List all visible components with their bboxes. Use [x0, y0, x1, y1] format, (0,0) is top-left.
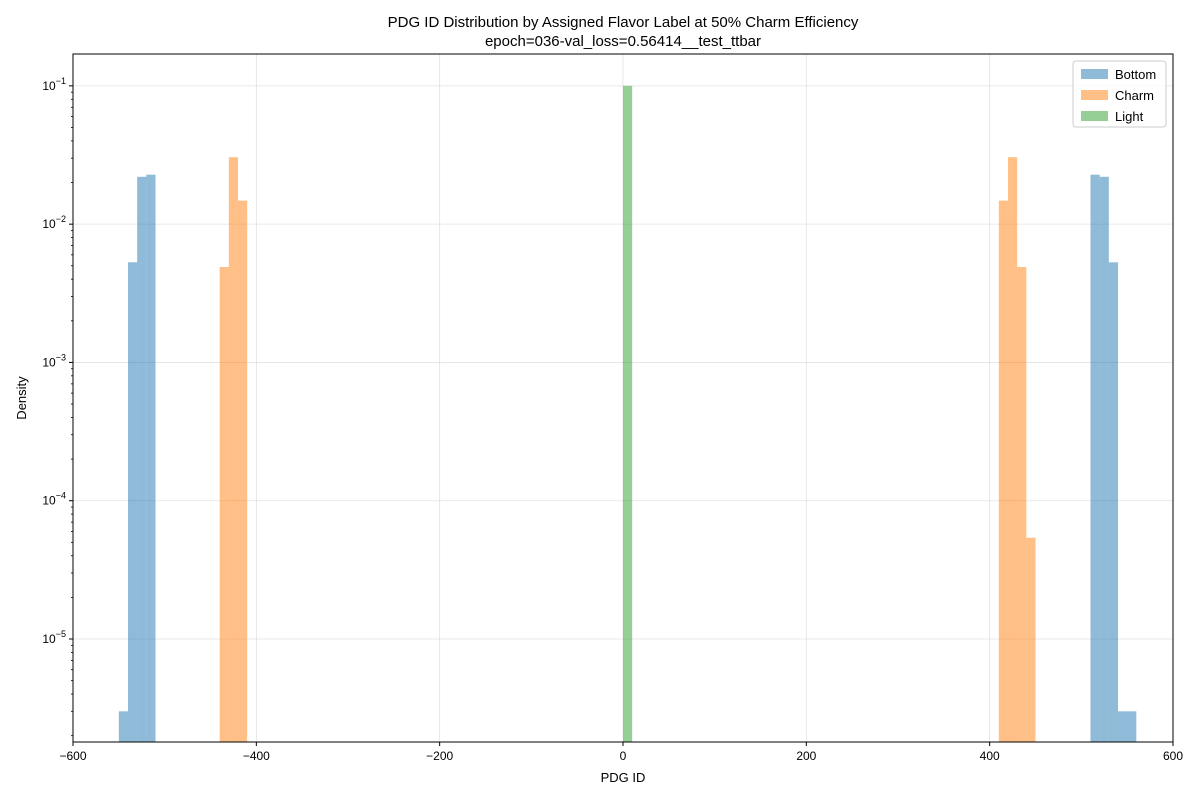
legend-label-charm: Charm: [1115, 88, 1154, 103]
bar-charm: [1017, 266, 1027, 742]
legend: Bottom Charm Light: [1072, 60, 1167, 128]
y-tick-label: 10−2: [42, 214, 66, 231]
bar-charm: [228, 157, 238, 743]
bar-bottom: [146, 174, 156, 742]
bar-charm: [1008, 157, 1018, 743]
x-tick-label: −400: [243, 749, 270, 763]
chart-title: PDG ID Distribution by Assigned Flavor L…: [388, 14, 859, 31]
x-axis-ticks: −600 −400 −200 0 200 400 600: [59, 742, 1183, 763]
y-tick-label: 10−4: [42, 491, 66, 508]
bar-bottom: [1090, 174, 1100, 742]
x-tick-label: 0: [620, 749, 627, 763]
x-tick-label: −200: [426, 749, 453, 763]
bar-bottom: [118, 711, 128, 742]
legend-swatch-charm: [1081, 90, 1108, 100]
y-axis-label: Density: [14, 376, 29, 420]
x-tick-label: −600: [59, 749, 86, 763]
bar-bottom: [1108, 262, 1118, 742]
x-tick-label: 200: [796, 749, 816, 763]
bar-charm: [238, 200, 248, 743]
bar-bottom: [128, 262, 138, 742]
bar-bottom: [1099, 176, 1109, 742]
chart-subtitle: epoch=036-val_loss=0.56414__test_ttbar: [485, 33, 761, 50]
bar-charm: [998, 200, 1008, 743]
legend-label-bottom: Bottom: [1115, 67, 1156, 82]
y-tick-label: 10−1: [42, 76, 66, 93]
legend-label-light: Light: [1115, 109, 1144, 124]
x-axis-label: PDG ID: [601, 770, 646, 785]
y-axis-ticks: 10−5 10−4 10−3 10−2 10−1: [42, 76, 73, 737]
x-tick-label: 400: [980, 749, 1000, 763]
legend-swatch-bottom: [1081, 69, 1108, 79]
y-tick-label: 10−5: [42, 629, 66, 646]
bar-charm: [1026, 537, 1036, 742]
bar-bottom: [137, 176, 147, 742]
bar-charm: [219, 266, 229, 742]
bar-light: [623, 85, 633, 743]
y-tick-label: 10−3: [42, 352, 66, 369]
x-tick-label: 600: [1163, 749, 1183, 763]
legend-swatch-light: [1081, 111, 1108, 121]
bar-bottom: [1118, 711, 1137, 742]
histogram-bars: [118, 85, 1137, 743]
